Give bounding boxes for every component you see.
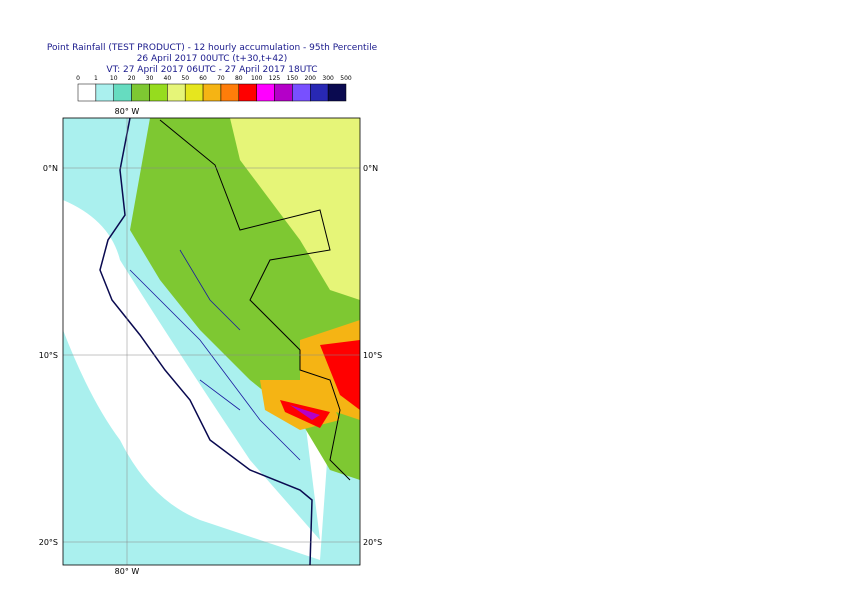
legend-label: 0 <box>76 75 80 82</box>
legend-label: 500 <box>340 75 352 82</box>
legend-label: 1 <box>94 75 98 82</box>
legend-label: 20 <box>128 75 136 82</box>
lat-label: 0°N <box>43 164 58 173</box>
legend-swatch <box>113 83 132 102</box>
lat-label: 10°S <box>363 351 382 360</box>
legend-label: 150 <box>287 75 299 82</box>
map <box>63 118 360 565</box>
title-line: VT: 27 April 2017 06UTC - 27 April 2017 … <box>106 65 317 75</box>
legend-swatch <box>238 83 257 102</box>
legend-label: 80 <box>235 75 243 82</box>
legend-swatch <box>131 83 150 102</box>
map-frame <box>62 117 361 566</box>
legend-swatch <box>184 83 204 102</box>
lon-label: 80° W <box>115 107 140 116</box>
lat-label: 10°S <box>39 351 58 360</box>
lat-label: 20°S <box>363 538 382 547</box>
title-line: Point Rainfall (TEST PRODUCT) - 12 hourl… <box>47 43 378 53</box>
legend-swatch <box>274 83 293 102</box>
legend-swatch <box>220 83 240 102</box>
legend-swatch <box>149 83 168 102</box>
legend-swatch <box>95 83 114 102</box>
legend-swatch <box>256 83 275 102</box>
legend-label: 300 <box>322 75 334 82</box>
legend-swatch <box>77 83 97 102</box>
legend-swatch <box>310 83 329 102</box>
legend-label: 125 <box>269 75 281 82</box>
lon-label: 80° W <box>115 567 140 576</box>
legend-label: 60 <box>199 75 207 82</box>
legend-label: 100 <box>251 75 263 82</box>
legend-label: 10 <box>110 75 118 82</box>
legend-label: 40 <box>164 75 172 82</box>
legend-label: 200 <box>305 75 317 82</box>
legend-swatch <box>202 83 222 102</box>
title-line: 26 April 2017 00UTC (t+30,t+42) <box>137 54 288 64</box>
legend-swatch <box>327 83 347 102</box>
legend-label: 30 <box>146 75 154 82</box>
legend-label: 50 <box>181 75 189 82</box>
legend-swatch <box>292 83 311 102</box>
lat-label: 0°N <box>363 164 378 173</box>
legend: 0 1 10 20 30 40 50 60 70 80 100 125 150 200 300 500 <box>76 75 352 102</box>
legend-swatch <box>167 83 186 102</box>
lat-label: 20°S <box>39 538 58 547</box>
legend-label: 70 <box>217 75 225 82</box>
